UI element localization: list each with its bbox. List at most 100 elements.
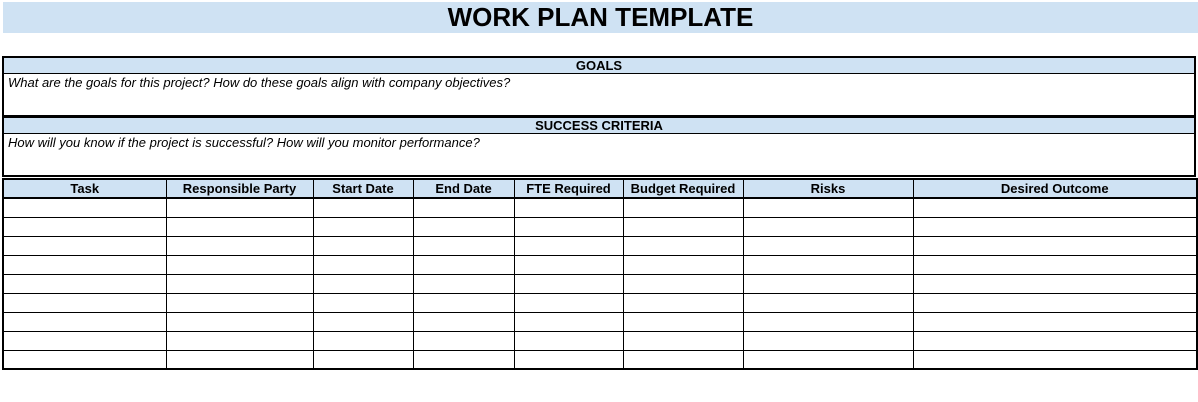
spacer — [0, 33, 1198, 56]
column-header-end-date: End Date — [412, 178, 515, 199]
table-cell[interactable] — [912, 311, 1198, 332]
table-cell[interactable] — [742, 273, 914, 294]
table-cell[interactable] — [622, 311, 744, 332]
column-header-desired-outcome: Desired Outcome — [912, 178, 1198, 199]
table-cell[interactable] — [622, 197, 744, 218]
goals-section: GOALS What are the goals for this projec… — [2, 56, 1196, 117]
table-cell[interactable] — [312, 349, 414, 370]
table-cell[interactable] — [412, 292, 515, 313]
table-cell[interactable] — [742, 216, 914, 237]
table-cell[interactable] — [513, 235, 624, 256]
table-cell[interactable] — [912, 197, 1198, 218]
column-header-start-date: Start Date — [312, 178, 414, 199]
table-cell[interactable] — [513, 330, 624, 351]
table-cell[interactable] — [513, 197, 624, 218]
table-cell[interactable] — [412, 273, 515, 294]
table-cell[interactable] — [312, 330, 414, 351]
table-cell[interactable] — [2, 349, 167, 370]
table-cell[interactable] — [513, 273, 624, 294]
table-cell[interactable] — [513, 292, 624, 313]
table-cell[interactable] — [622, 235, 744, 256]
goals-header-label: GOALS — [575, 58, 623, 73]
table-cell[interactable] — [312, 273, 414, 294]
table-cell[interactable] — [742, 330, 914, 351]
table-row — [2, 235, 1198, 256]
table-cell[interactable] — [2, 292, 167, 313]
table-cell[interactable] — [165, 273, 314, 294]
table-cell[interactable] — [742, 235, 914, 256]
table-cell[interactable] — [165, 349, 314, 370]
table-cell[interactable] — [742, 292, 914, 313]
table-cell[interactable] — [312, 254, 414, 275]
table-cell[interactable] — [513, 349, 624, 370]
table-cell[interactable] — [412, 311, 515, 332]
table-cell[interactable] — [165, 254, 314, 275]
table-row — [2, 273, 1198, 294]
table-cell[interactable] — [912, 292, 1198, 313]
table-cell[interactable] — [912, 349, 1198, 370]
table-cell[interactable] — [312, 311, 414, 332]
column-header-budget-required: Budget Required — [622, 178, 744, 199]
table-cell[interactable] — [2, 216, 167, 237]
table-cell[interactable] — [513, 311, 624, 332]
table-row — [2, 254, 1198, 275]
table-cell[interactable] — [513, 216, 624, 237]
table-cell[interactable] — [912, 330, 1198, 351]
table-row — [2, 330, 1198, 351]
table-cell[interactable] — [165, 292, 314, 313]
table-cell[interactable] — [622, 254, 744, 275]
table-row — [2, 311, 1198, 332]
table-cell[interactable] — [622, 292, 744, 313]
table-cell[interactable] — [412, 330, 515, 351]
table-cell[interactable] — [412, 197, 515, 218]
table-cell[interactable] — [742, 254, 914, 275]
table-cell[interactable] — [912, 235, 1198, 256]
table-cell[interactable] — [622, 349, 744, 370]
table-header-row: Task Responsible Party Start Date End Da… — [2, 178, 1198, 199]
table-cell[interactable] — [412, 216, 515, 237]
table-cell[interactable] — [412, 235, 515, 256]
table-cell[interactable] — [412, 254, 515, 275]
table-cell[interactable] — [912, 273, 1198, 294]
work-plan-table: Task Responsible Party Start Date End Da… — [2, 178, 1198, 370]
goals-input-cell[interactable]: What are the goals for this project? How… — [4, 74, 1194, 115]
column-header-responsible-party: Responsible Party — [165, 178, 314, 199]
table-cell[interactable] — [622, 216, 744, 237]
table-cell[interactable] — [165, 330, 314, 351]
table-cell[interactable] — [513, 254, 624, 275]
table-cell[interactable] — [165, 197, 314, 218]
table-cell[interactable] — [622, 330, 744, 351]
table-row — [2, 349, 1198, 370]
table-cell[interactable] — [912, 254, 1198, 275]
table-cell[interactable] — [2, 330, 167, 351]
table-cell[interactable] — [312, 216, 414, 237]
table-cell[interactable] — [165, 311, 314, 332]
table-cell[interactable] — [2, 235, 167, 256]
table-cell[interactable] — [622, 273, 744, 294]
success-criteria-input-cell[interactable]: How will you know if the project is succ… — [4, 134, 1194, 175]
table-cell[interactable] — [2, 197, 167, 218]
table-cell[interactable] — [912, 216, 1198, 237]
success-criteria-section-header: SUCCESS CRITERIA — [4, 118, 1194, 134]
table-cell[interactable] — [2, 273, 167, 294]
table-body — [2, 197, 1198, 370]
table-cell[interactable] — [165, 235, 314, 256]
table-row — [2, 216, 1198, 237]
table-cell[interactable] — [312, 235, 414, 256]
table-cell[interactable] — [742, 197, 914, 218]
table-cell[interactable] — [2, 254, 167, 275]
table-cell[interactable] — [312, 197, 414, 218]
page-title-banner: WORK PLAN TEMPLATE — [3, 2, 1198, 33]
column-header-fte-required: FTE Required — [513, 178, 624, 199]
table-cell[interactable] — [412, 349, 515, 370]
goals-hint-text: What are the goals for this project? How… — [8, 75, 511, 90]
success-criteria-header-label: SUCCESS CRITERIA — [535, 118, 663, 133]
table-cell[interactable] — [2, 311, 167, 332]
column-header-risks: Risks — [742, 178, 914, 199]
success-criteria-section: SUCCESS CRITERIA How will you know if th… — [2, 117, 1196, 177]
table-cell[interactable] — [165, 216, 314, 237]
table-cell[interactable] — [742, 349, 914, 370]
table-cell[interactable] — [312, 292, 414, 313]
page-title: WORK PLAN TEMPLATE — [447, 2, 754, 32]
table-cell[interactable] — [742, 311, 914, 332]
